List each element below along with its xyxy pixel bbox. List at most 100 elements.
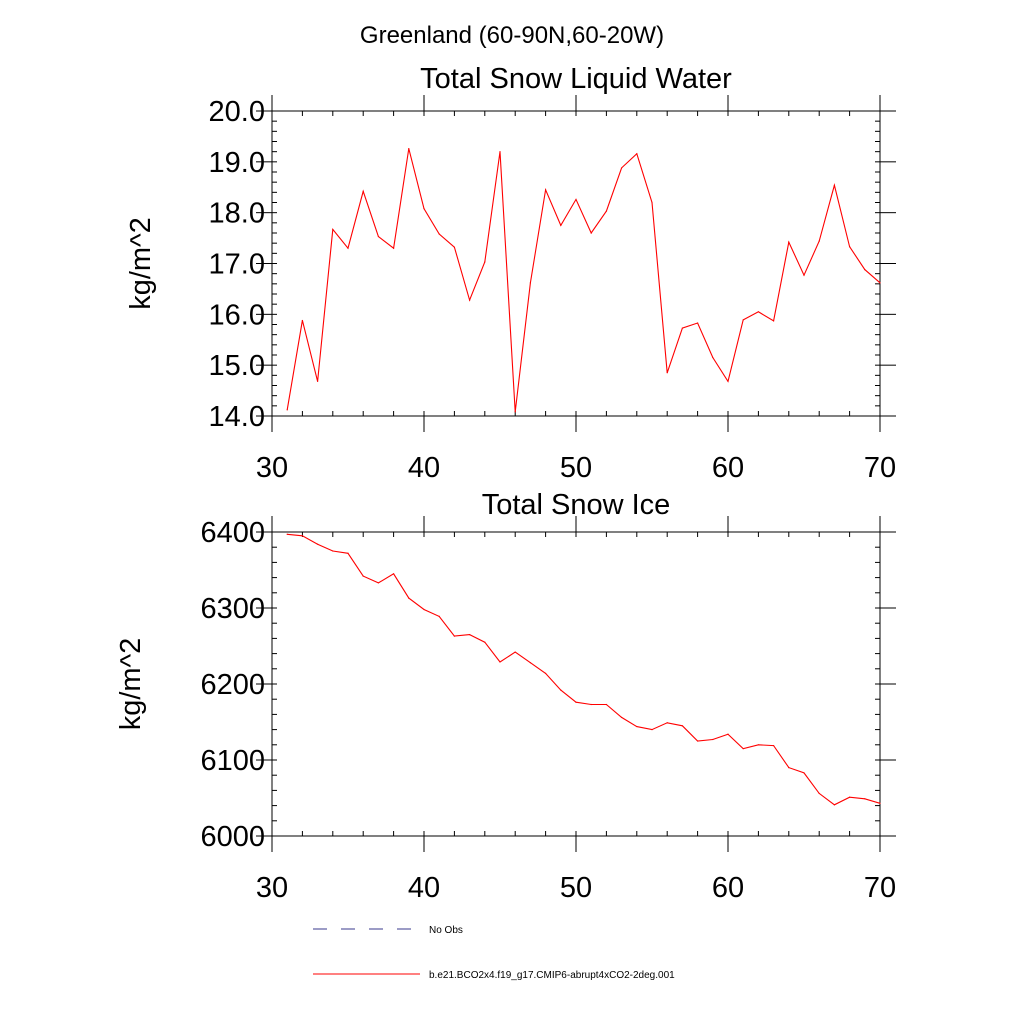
data-point [514,651,516,653]
y-axis-label: kg/m^2 [115,638,147,731]
data-point [833,184,836,186]
data-point [362,575,364,577]
chart-panel-2: 30 40 50 60 70 6000 6100 6200 6300 6400 Total Snow… [115,489,896,904]
data-point [636,153,638,155]
data-point [438,615,440,617]
data-point [681,725,684,727]
data-point [712,738,714,741]
data-point [727,733,729,735]
data-point [347,247,349,249]
data-point [757,311,760,313]
y-tick-label: 18.0 [209,198,265,230]
legend-item-2: b.e21.BCO2x4.f19_g17.CMIP6-abrupt4xCO2-2… [313,970,675,981]
data-point [545,672,547,674]
data-point [347,552,349,554]
data-point [773,320,775,322]
data-point [590,703,592,706]
data-point [605,210,608,212]
data-point [317,380,319,383]
data-point [286,409,288,411]
data-point [590,232,592,234]
data-point [605,703,608,706]
data-point [575,701,577,703]
data-point [453,246,455,248]
panel-title: Total Snow Ice [482,489,671,521]
x-tick-label: 30 [256,872,288,904]
data-point [621,167,623,169]
x-tick-label: 50 [560,452,592,484]
x-tick-label: 30 [256,452,288,484]
panel-title: Total Snow Liquid Water [420,63,732,95]
data-point [469,299,471,301]
data-point [362,190,364,192]
x-tick-label: 60 [712,872,744,904]
data-point [484,641,486,643]
data-point [408,597,410,599]
data-point [666,722,668,724]
x-tick-label: 70 [864,872,896,904]
y-tick-label: 6300 [200,593,265,625]
data-point [864,269,866,271]
y-tick-label: 15.0 [209,350,265,382]
plot-frame [271,110,881,417]
data-point [438,233,440,235]
data-point [499,661,501,663]
series-line [287,533,881,806]
data-point [636,725,638,728]
data-point [301,319,303,322]
data-point [879,802,881,804]
data-point [818,240,820,242]
data-point [423,208,425,210]
data-point [833,804,836,806]
y-tick-label: 14.0 [209,401,265,433]
data-point [393,247,395,249]
data-point [575,198,577,201]
data-point [849,246,851,248]
y-tick-label: 20.0 [209,96,265,128]
data-point [803,772,805,774]
data-point [697,322,699,324]
y-tick-label: 6000 [200,821,265,853]
data-point [301,535,303,537]
x-tick-label: 40 [408,872,440,904]
legend-label: No Obs [429,925,463,936]
data-point [666,372,668,374]
data-point [621,716,623,719]
chart-panel-1: 30 40 50 60 70 14.0 15.0 16.0 17.0 18.0 19.0 20.0 To… [125,63,896,484]
data-point [742,748,744,750]
data-point [408,148,410,150]
x-tick-label: 70 [864,452,896,484]
data-point [727,380,729,383]
data-point [332,228,334,231]
data-point [560,224,562,226]
data-point [423,608,425,611]
data-point [651,729,653,731]
legend-item-1: No Obs [313,925,463,936]
data-point [469,634,471,636]
x-tick-label: 50 [560,872,592,904]
data-point [757,744,760,746]
y-axis-label: kg/m^2 [125,217,157,310]
data-point [377,582,379,584]
data-point [849,796,851,798]
data-point [803,274,805,276]
legend: No Obs b.e21.BCO2x4.f19_g17.CMIP6-abrupt4… [313,925,675,981]
chart-panels: 30 40 50 60 70 14.0 15.0 16.0 17.0 18.0 19.0 20.0 To… [115,63,896,904]
data-point [332,550,334,552]
data-point [529,282,532,284]
data-point [681,327,684,329]
y-tick-label: 6100 [200,745,265,777]
data-point [545,189,547,191]
data-point [514,411,516,413]
y-tick-label: 17.0 [209,249,265,281]
data-point [317,543,319,545]
figure-title: Greenland (60-90N,60-20W) [360,22,664,49]
y-tick-label: 16.0 [209,299,265,331]
data-point [529,662,532,664]
y-tick-label: 19.0 [209,147,265,179]
data-point [393,573,395,575]
data-point [864,798,866,800]
data-point [712,356,714,359]
data-point [818,792,820,795]
